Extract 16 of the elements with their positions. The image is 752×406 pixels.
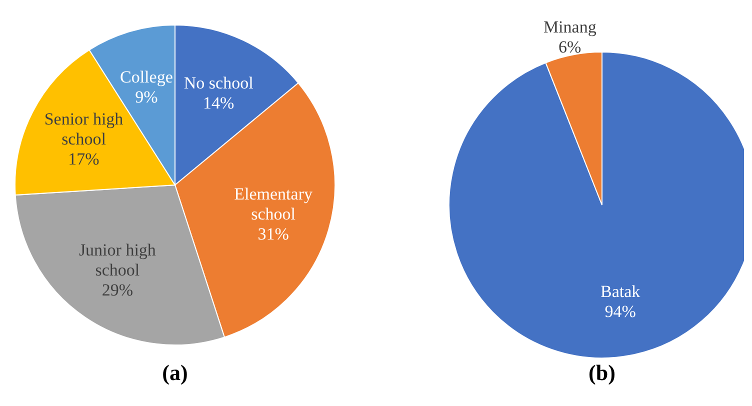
slice-label: Junior high school: [78, 240, 156, 280]
data-label: 14%: [203, 93, 234, 112]
data-label: 29%: [102, 280, 134, 300]
data-label: 31%: [258, 224, 289, 244]
text: (b): [588, 360, 616, 385]
data-label: 94%: [604, 302, 636, 322]
data-label: 6%: [558, 38, 582, 57]
text: (a): [162, 360, 188, 385]
slice-label: Elementary school: [234, 184, 314, 224]
slice-label: Minang: [543, 18, 597, 37]
slice-label: College: [120, 68, 173, 87]
slice-label: No school: [184, 73, 254, 92]
data-label: 17%: [68, 149, 100, 168]
slice-label: Senior high school: [44, 109, 124, 148]
data-label: 9%: [135, 88, 158, 107]
slice-label: Batak: [600, 282, 641, 302]
